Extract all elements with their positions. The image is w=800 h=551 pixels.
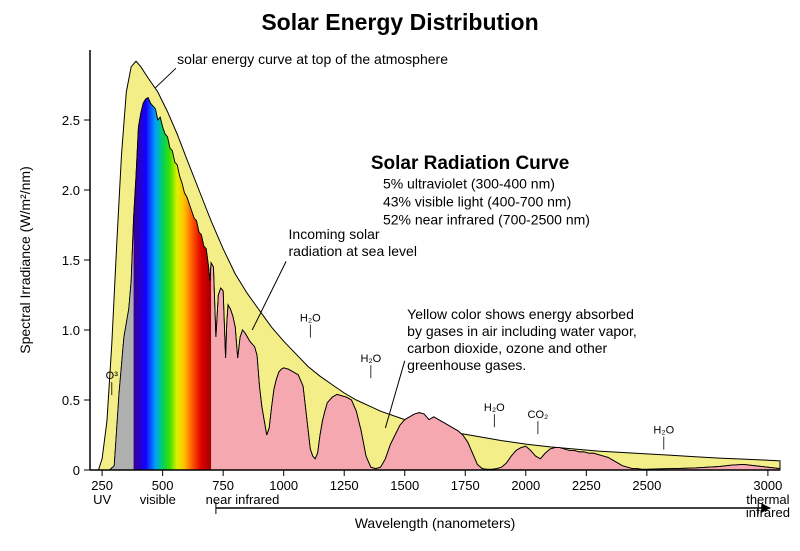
absorption-label: H₂O bbox=[300, 313, 321, 325]
subtitle-line: 52% near infrared (700-2500 nm) bbox=[383, 212, 590, 228]
solar-spectrum-chart: 0 0.5 1.0 1.5 2.0 2.5 250 500 750 1000 1250 1500 175… bbox=[0, 0, 800, 551]
xtick-label: 250 bbox=[91, 478, 113, 493]
xtick-label: 750 bbox=[212, 478, 234, 493]
xtick-label: 500 bbox=[152, 478, 174, 493]
xtick-label: 3000 bbox=[753, 478, 782, 493]
xtick-label: 1500 bbox=[390, 478, 419, 493]
absorption-explain: by gases in air including water vapor, bbox=[407, 323, 637, 339]
absorption-label: H₂O bbox=[360, 353, 381, 365]
ytick-label: 0.5 bbox=[62, 393, 80, 408]
subtitle-heading: Solar Radiation Curve bbox=[371, 153, 570, 174]
visible-spectrum-band bbox=[134, 50, 211, 470]
sea-level-label: radiation at sea level bbox=[289, 243, 417, 259]
xtick-label: 2500 bbox=[632, 478, 661, 493]
xtick-label: 1750 bbox=[451, 478, 480, 493]
absorption-label: O³ bbox=[106, 370, 119, 382]
xtick-label: 1000 bbox=[269, 478, 298, 493]
ytick-label: 2.0 bbox=[62, 183, 80, 198]
absorption-explain: greenhouse gases. bbox=[407, 357, 526, 373]
xtick-label: 1250 bbox=[330, 478, 359, 493]
subtitle-line: 5% ultraviolet (300-400 nm) bbox=[383, 176, 555, 192]
band-label: near infrared bbox=[206, 492, 280, 507]
ytick-label: 2.5 bbox=[62, 113, 80, 128]
band-label: UV bbox=[93, 492, 111, 507]
absorption-label: H₂O bbox=[653, 425, 674, 437]
ytick-label: 0 bbox=[73, 463, 80, 478]
band-label: visible bbox=[140, 492, 176, 507]
ytick-label: 1.0 bbox=[62, 323, 80, 338]
x-axis-label: Wavelength (nanometers) bbox=[355, 515, 516, 531]
absorption-label: H₂O bbox=[484, 402, 505, 414]
absorption-explain: Yellow color shows energy absorbed bbox=[407, 306, 634, 322]
chart-svg: 0 0.5 1.0 1.5 2.0 2.5 250 500 750 1000 1250 1500 175… bbox=[0, 0, 800, 551]
xtick-label: 2000 bbox=[511, 478, 540, 493]
xtick-label: 2250 bbox=[572, 478, 601, 493]
ytick-label: 1.5 bbox=[62, 253, 80, 268]
leader-line bbox=[155, 68, 176, 88]
absorption-explain: carbon dioxide, ozone and other bbox=[407, 340, 607, 356]
subtitle-line: 43% visible light (400-700 nm) bbox=[383, 194, 571, 210]
sea-level-label: Incoming solar bbox=[289, 226, 380, 242]
absorption-label: CO₂ bbox=[528, 409, 549, 421]
atmosphere-label: solar energy curve at top of the atmosph… bbox=[177, 51, 448, 67]
y-axis-label: Spectral Irradiance (W/m²/nm) bbox=[17, 166, 33, 353]
chart-title: Solar Energy Distribution bbox=[261, 9, 538, 35]
